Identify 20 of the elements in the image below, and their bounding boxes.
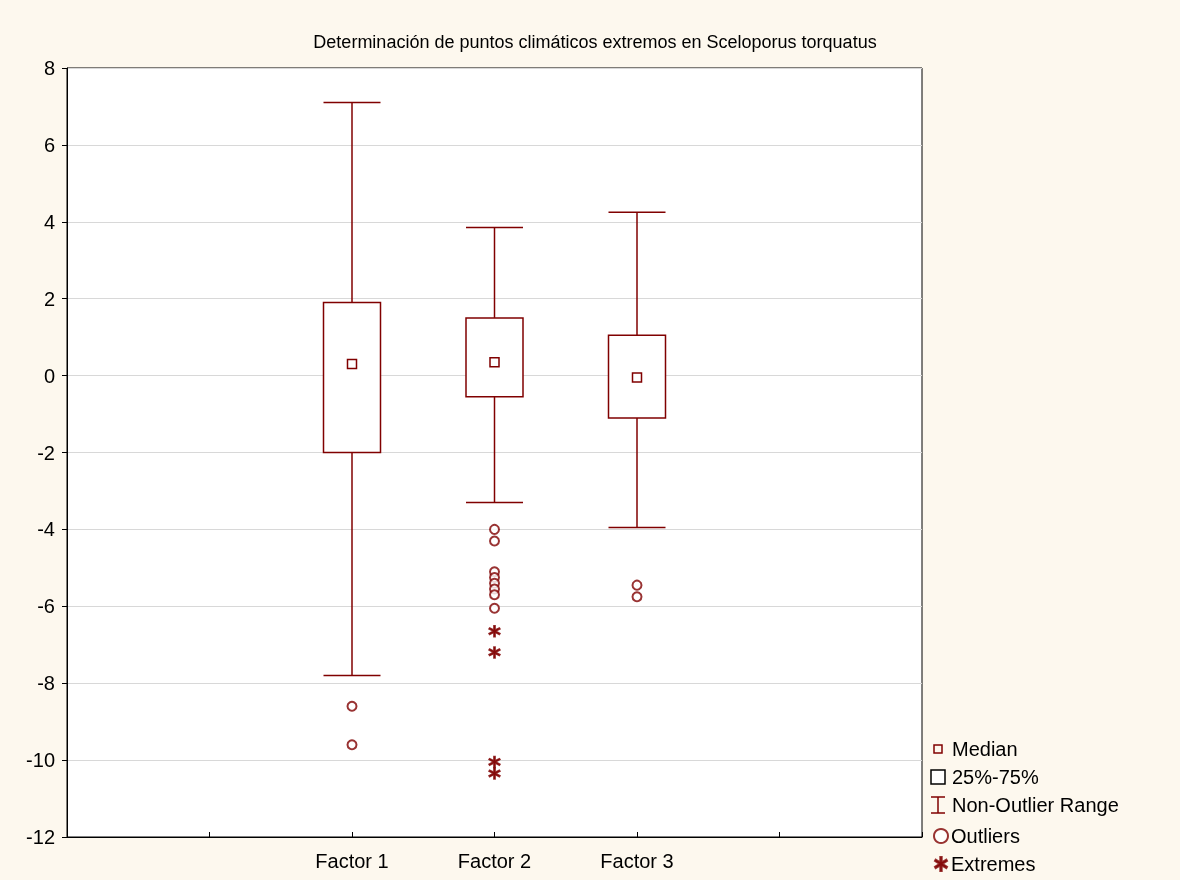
- text: 25%-75%: [952, 765, 1039, 789]
- y-tick-label: -10: [26, 749, 55, 772]
- y-tick-label: -6: [37, 595, 55, 618]
- y-tick-label: 4: [43, 210, 55, 233]
- y-tick-label: 6: [43, 133, 55, 156]
- y-tick-label: 2: [43, 287, 55, 310]
- y-tick-label: 8: [43, 57, 55, 79]
- text: Non-Outlier Range: [952, 793, 1119, 817]
- y-tick-label: 0: [43, 364, 55, 387]
- y-tick-label: -4: [37, 518, 55, 541]
- x-tick-label: Factor 2: [457, 850, 532, 872]
- y-tick-label: -12: [26, 826, 55, 848]
- legend-label: Extremes: [951, 853, 1036, 875]
- x-tick-label: Factor 1: [315, 850, 389, 872]
- text: Median: [952, 737, 1018, 761]
- y-tick-label: -8: [37, 672, 55, 695]
- chart-title: Determinación de puntos climáticos extremos en Sceloporus torquatus: [313, 32, 877, 52]
- y-tick-label: -2: [37, 441, 55, 464]
- x-tick-label: Factor 3: [600, 850, 674, 872]
- legend-label: Outliers: [951, 825, 1020, 847]
